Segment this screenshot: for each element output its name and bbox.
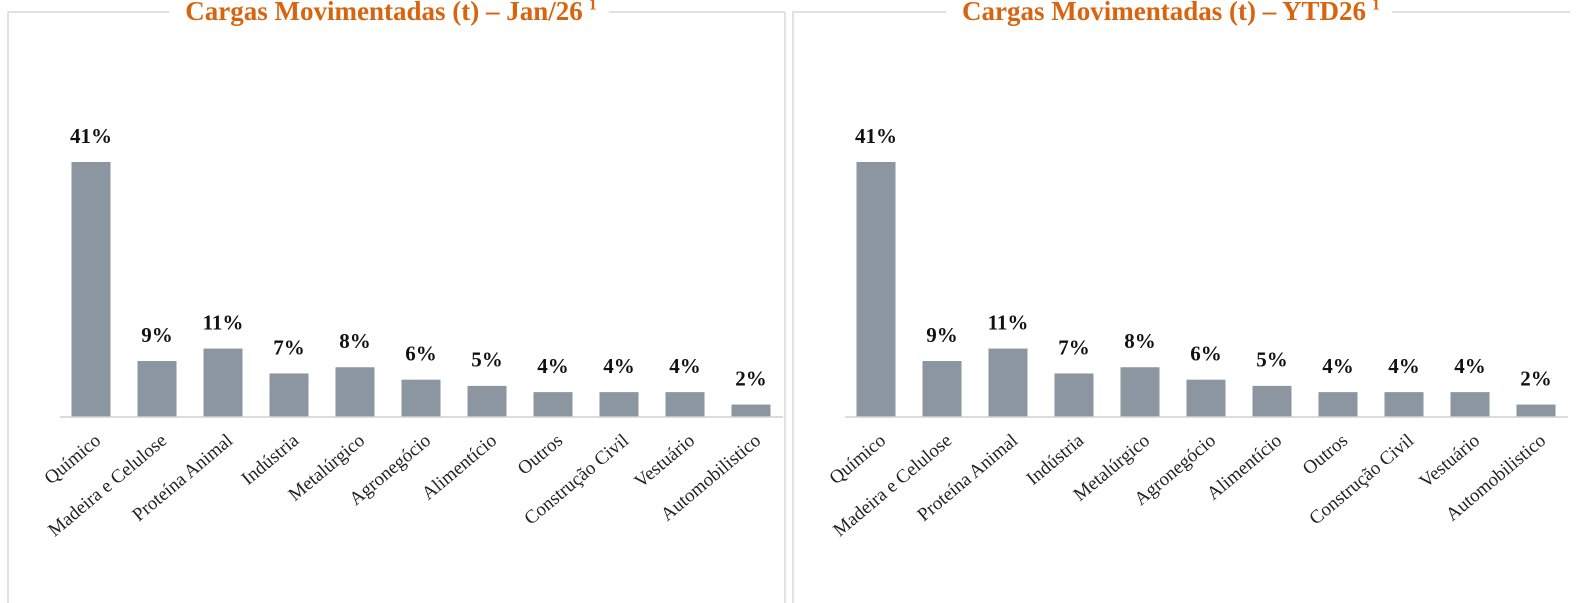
value-label: 5%	[1256, 348, 1288, 372]
value-label: 2%	[735, 366, 767, 390]
bar	[467, 385, 507, 417]
bar	[1120, 367, 1160, 417]
value-label: 11%	[203, 310, 244, 334]
bar	[988, 348, 1028, 417]
chart: Cargas Movimentadas (t) – YTD26 1 41% Quími…	[792, 0, 1570, 603]
x-tick-label: Madeira e Celulose	[44, 430, 171, 541]
value-label: 7%	[273, 335, 305, 359]
value-label: 2%	[1520, 366, 1552, 390]
bar	[269, 373, 309, 417]
x-tick-label: Outros	[1299, 430, 1352, 479]
bar	[1054, 373, 1094, 417]
value-label: 7%	[1058, 335, 1090, 359]
bar	[1384, 392, 1424, 417]
bar	[922, 361, 962, 417]
value-label: 9%	[141, 323, 173, 347]
value-label: 41%	[855, 124, 897, 148]
bar	[1450, 392, 1490, 417]
x-tick-label: Outros	[514, 430, 567, 479]
value-label: 8%	[1124, 329, 1156, 353]
bar	[71, 162, 111, 417]
frame	[792, 11, 1570, 603]
bar	[335, 367, 375, 417]
x-tick-label: Químico	[41, 430, 105, 489]
bar	[1252, 385, 1292, 417]
bar	[137, 361, 177, 417]
chart: Cargas Movimentadas (t) – Jan/26 1 41% Quím…	[7, 0, 786, 603]
value-label: 11%	[988, 310, 1029, 334]
x-tick-label: Indústria	[1023, 430, 1089, 490]
bar	[1186, 379, 1226, 417]
bar	[665, 392, 705, 417]
bar	[401, 379, 441, 417]
bar	[533, 392, 573, 417]
value-label: 4%	[1388, 354, 1420, 378]
value-label: 5%	[471, 348, 503, 372]
title-footnote: 1	[589, 0, 597, 14]
bar	[856, 162, 896, 417]
value-label: 8%	[339, 329, 371, 353]
bar	[731, 404, 771, 417]
frame	[7, 11, 785, 603]
x-tick-label: Madeira e Celulose	[829, 430, 956, 541]
value-label: 6%	[1190, 341, 1222, 365]
value-label: 4%	[537, 354, 569, 378]
value-label: 6%	[405, 341, 437, 365]
value-label: 9%	[926, 323, 958, 347]
value-label: 4%	[603, 354, 635, 378]
value-label: 41%	[70, 124, 112, 148]
value-label: 4%	[1322, 354, 1354, 378]
bar	[1318, 392, 1358, 417]
chart-title: Cargas Movimentadas (t) – Jan/26	[185, 0, 582, 26]
bar	[599, 392, 639, 417]
x-tick-label: Químico	[826, 430, 890, 489]
x-tick-label: Indústria	[238, 430, 304, 490]
bar	[203, 348, 243, 417]
value-label: 4%	[669, 354, 701, 378]
bar	[1516, 404, 1556, 417]
chart-title: Cargas Movimentadas (t) – YTD26	[962, 0, 1366, 26]
value-label: 4%	[1454, 354, 1486, 378]
title-footnote: 1	[1372, 0, 1380, 14]
